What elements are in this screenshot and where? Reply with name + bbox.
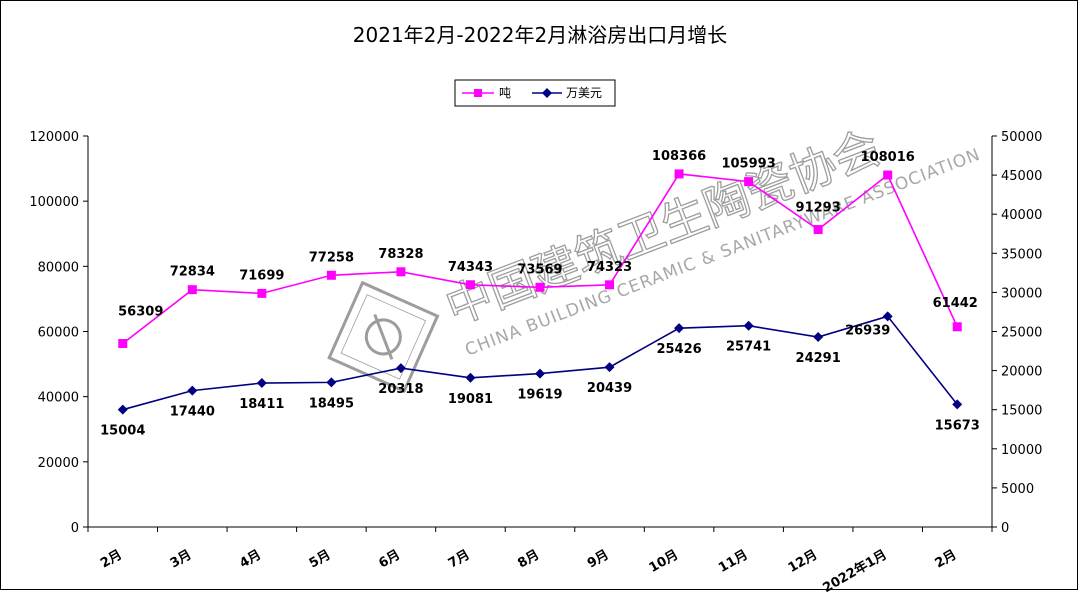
data-label-tons: 74343 xyxy=(448,260,493,275)
x-tick-label: 2月 xyxy=(933,547,960,571)
x-tick-label: 9月 xyxy=(585,547,612,571)
point-usd xyxy=(187,385,198,396)
point-usd xyxy=(813,332,824,343)
data-label-tons: 78328 xyxy=(378,247,423,262)
data-label-tons: 73569 xyxy=(517,262,562,277)
point-tons xyxy=(465,280,475,290)
data-label-usd: 18411 xyxy=(239,397,284,412)
chart-title: 2021年2月-2022年2月淋浴房出口月增长 xyxy=(353,23,727,47)
x-tick-label: 4月 xyxy=(237,547,264,571)
left-tick-label: 40000 xyxy=(38,391,79,406)
right-tick-label: 15000 xyxy=(1001,404,1042,419)
data-label-tons: 77258 xyxy=(309,250,354,265)
watermark-logo xyxy=(327,280,440,394)
data-label-usd: 19081 xyxy=(448,392,493,407)
data-label-tons: 56309 xyxy=(118,305,163,320)
x-tick-label: 2月 xyxy=(98,547,125,571)
left-tick-label: 0 xyxy=(71,521,79,536)
point-tons xyxy=(952,322,962,332)
point-tons xyxy=(744,177,754,187)
data-label-usd: 20318 xyxy=(378,382,423,397)
point-tons xyxy=(883,170,893,180)
right-tick-label: 35000 xyxy=(1001,247,1042,262)
data-label-usd: 18495 xyxy=(309,396,354,411)
data-label-tons: 108016 xyxy=(861,150,915,165)
point-usd xyxy=(882,311,893,322)
left-tick-label: 100000 xyxy=(29,195,79,210)
x-tick-label: 12月 xyxy=(786,547,820,576)
data-label-usd: 20439 xyxy=(587,381,632,396)
right-tick-label: 50000 xyxy=(1001,130,1042,145)
point-tons xyxy=(396,267,406,277)
data-label-tons: 61442 xyxy=(933,296,978,311)
x-tick-label: 8月 xyxy=(515,547,542,571)
point-tons xyxy=(674,169,684,179)
axes: 0 20000 40000 60000 80000 100000 120000 0 5000 10… xyxy=(29,130,1042,592)
point-usd xyxy=(535,368,545,379)
data-label-tons: 91293 xyxy=(796,201,841,216)
x-tick-label: 11月 xyxy=(716,547,750,576)
left-tick-label: 80000 xyxy=(38,260,79,275)
left-tick-label: 120000 xyxy=(29,130,79,145)
right-tick-label: 5000 xyxy=(1001,482,1034,497)
data-label-tons: 105993 xyxy=(721,157,775,172)
left-tick-label: 20000 xyxy=(38,456,79,471)
right-tick-label: 10000 xyxy=(1001,443,1042,458)
data-label-tons: 72834 xyxy=(170,265,215,280)
x-tick-label: 7月 xyxy=(446,547,473,571)
x-tick-label: 6月 xyxy=(376,547,403,571)
x-tick-label: 3月 xyxy=(168,547,195,571)
data-label-usd: 17440 xyxy=(170,405,215,420)
legend-label-tons: 吨 xyxy=(499,86,511,100)
right-tick-label: 30000 xyxy=(1001,286,1042,301)
legend-label-usd: 万美元 xyxy=(566,86,602,100)
data-label-usd: 15673 xyxy=(935,418,980,433)
right-tick-label: 25000 xyxy=(1001,326,1042,341)
legend-marker-usd xyxy=(542,88,552,98)
legend: 吨 万美元 xyxy=(454,79,616,107)
data-label-tons: 108366 xyxy=(652,149,706,164)
data-label-usd: 25426 xyxy=(656,342,701,357)
data-label-usd: 24291 xyxy=(796,351,841,366)
point-tons xyxy=(605,280,615,290)
point-usd xyxy=(395,363,406,374)
data-label-usd: 19619 xyxy=(517,388,562,403)
data-label-tons: 74323 xyxy=(587,260,632,275)
point-tons xyxy=(118,339,128,349)
point-tons xyxy=(187,285,197,295)
left-tick-label: 60000 xyxy=(38,326,79,341)
x-tick-label: 2022年1月 xyxy=(820,547,890,592)
point-usd xyxy=(117,404,128,415)
data-labels: 56309 72834 71699 77258 78328 74343 73569 74323… xyxy=(100,149,980,439)
point-tons xyxy=(257,288,267,298)
point-usd xyxy=(465,372,476,383)
series-layer xyxy=(117,169,963,415)
point-usd xyxy=(326,377,337,388)
right-tick-label: 40000 xyxy=(1001,208,1042,223)
point-tons xyxy=(326,270,336,280)
data-label-usd: 25741 xyxy=(726,340,771,355)
watermark: 中国建筑卫生陶瓷协会 CHINA BUILDING CERAMIC & SANI… xyxy=(327,119,983,394)
point-usd xyxy=(674,323,685,334)
data-label-usd: 26939 xyxy=(845,323,890,338)
point-usd xyxy=(743,320,754,331)
legend-marker-tons xyxy=(474,89,482,97)
point-tons xyxy=(813,225,823,235)
right-tick-label: 20000 xyxy=(1001,365,1042,380)
right-tick-label: 0 xyxy=(1001,521,1009,536)
data-label-tons: 71699 xyxy=(239,268,284,283)
point-usd xyxy=(952,399,963,410)
point-usd xyxy=(604,362,615,373)
point-usd xyxy=(256,378,267,389)
x-tick-label: 5月 xyxy=(307,547,334,571)
data-label-usd: 15004 xyxy=(100,424,145,439)
point-tons xyxy=(535,282,545,292)
right-tick-label: 45000 xyxy=(1001,169,1042,184)
x-tick-label: 10月 xyxy=(647,547,681,576)
